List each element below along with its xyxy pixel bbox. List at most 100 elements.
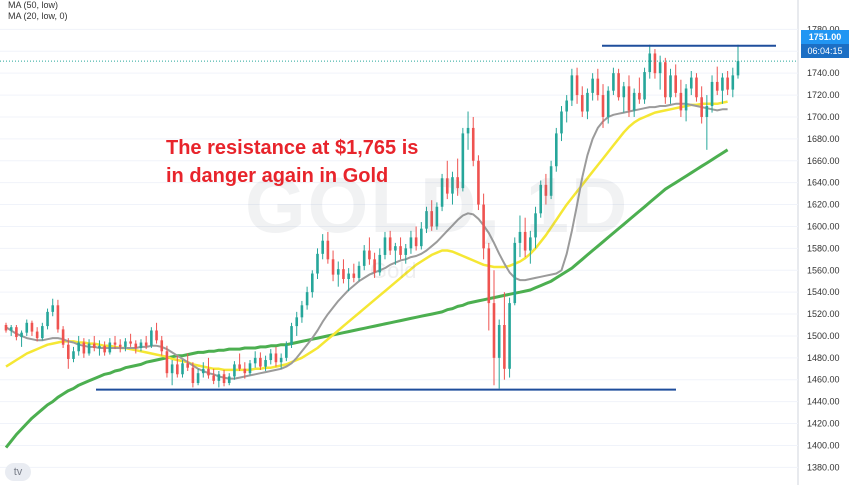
candle-body [503, 325, 506, 369]
candle-body [445, 178, 449, 194]
candle-body [20, 332, 23, 338]
y-tick-label: 1540.00 [807, 287, 840, 297]
candle-body [497, 325, 501, 358]
candle-body [440, 178, 444, 207]
candle-body [456, 177, 459, 189]
y-tick-label: 1500.00 [807, 331, 840, 341]
candle-body [632, 92, 636, 111]
candle-body [336, 269, 340, 275]
grid [0, 0, 799, 485]
candle-body [643, 72, 646, 100]
candle-body [638, 92, 641, 100]
candle-body [529, 237, 532, 251]
indicator-label-ma20[interactable]: MA (20, low, 0) [8, 11, 68, 21]
y-tick-label: 1640.00 [807, 178, 840, 188]
candle-body [25, 322, 29, 333]
candle-body [373, 259, 376, 273]
candle-body [259, 357, 262, 367]
candle-body [695, 77, 698, 98]
candle-body [715, 81, 719, 91]
candle-body [689, 77, 693, 89]
candle-body [710, 81, 714, 107]
candle-body [357, 265, 361, 278]
candle-body [477, 160, 480, 205]
tradingview-logo-icon[interactable]: tv [5, 463, 31, 481]
candle-body [378, 254, 382, 273]
y-tick-label: 1380.00 [807, 462, 840, 472]
candle-body [674, 75, 678, 93]
candle-body [534, 213, 537, 238]
y-tick-label: 1700.00 [807, 112, 840, 122]
candle-body [669, 75, 672, 98]
candle-body [612, 73, 615, 91]
candle-body [82, 342, 86, 354]
candle-body [586, 92, 589, 112]
candle-body [4, 325, 8, 331]
candle-body [108, 342, 112, 353]
candle-body [274, 353, 278, 363]
candle-body [103, 345, 106, 353]
candle-body [554, 133, 558, 167]
ma-green-line [4, 148, 729, 449]
candle-body [362, 250, 366, 266]
candle-body [461, 133, 465, 189]
y-tick-label: 1480.00 [807, 353, 840, 363]
candle-body [51, 305, 55, 312]
candle-body [248, 363, 252, 374]
candle-body [596, 78, 600, 96]
y-tick-label: 1780.00 [807, 24, 840, 34]
candle-body [606, 90, 610, 117]
candle-body [316, 253, 319, 274]
candle-body [30, 322, 34, 332]
candle-body [736, 61, 740, 76]
candle-body [399, 246, 402, 255]
candle-body [269, 353, 273, 361]
y-tick-label: 1460.00 [807, 375, 840, 385]
candle-body [92, 343, 96, 348]
candle-body [679, 92, 683, 111]
candle-body [664, 62, 667, 98]
candle-body [331, 259, 335, 275]
candle-body [98, 345, 101, 348]
candle-body [46, 311, 49, 327]
y-tick-label: 1660.00 [807, 156, 840, 166]
candle-body [295, 317, 299, 327]
bar-countdown-tag: 06:04:15 [801, 44, 849, 58]
candle-body [72, 351, 75, 359]
candle-body [575, 75, 579, 96]
candle-body [150, 330, 153, 346]
candle-body [9, 327, 13, 331]
candle-body [539, 184, 543, 214]
candle-body [41, 326, 44, 339]
candle-body [170, 364, 174, 374]
candle-body [207, 368, 210, 376]
candle-body [56, 305, 60, 330]
symbol-watermark-subtitle: Gold [370, 258, 417, 283]
candle-body [155, 330, 158, 341]
candle-body [61, 329, 65, 345]
candle-body [518, 231, 522, 243]
candle-body [113, 342, 117, 345]
candle-body [347, 273, 350, 280]
candle-body [118, 344, 122, 347]
candle-body [124, 341, 127, 347]
y-tick-label: 1520.00 [807, 309, 840, 319]
candle-body [66, 344, 70, 359]
candle-body [35, 331, 39, 339]
candle-body [15, 327, 18, 338]
candle-body [580, 95, 584, 112]
candle-body [409, 237, 413, 249]
candle-body [394, 246, 397, 251]
candle-body [264, 360, 267, 367]
candle-body [700, 97, 703, 117]
candle-body [368, 250, 371, 260]
y-axis-ticks: 1380.00 1400.00 1420.00 1440.00 1460.00 1480.… [807, 24, 840, 472]
candle-body [310, 273, 314, 293]
current-price-tag: 1751.00 [801, 30, 849, 44]
candle-body [420, 228, 423, 247]
indicator-label-ma50[interactable]: MA (50, low) [8, 0, 59, 10]
moving-averages [4, 100, 729, 449]
candle-body [549, 166, 553, 196]
